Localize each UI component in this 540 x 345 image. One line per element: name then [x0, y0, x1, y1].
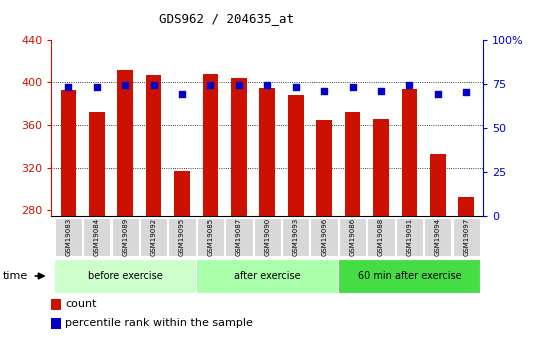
FancyBboxPatch shape	[55, 218, 82, 256]
FancyBboxPatch shape	[396, 218, 423, 256]
Text: after exercise: after exercise	[234, 271, 301, 281]
FancyBboxPatch shape	[254, 218, 281, 256]
Text: GSM19095: GSM19095	[179, 218, 185, 256]
FancyBboxPatch shape	[54, 259, 196, 293]
FancyBboxPatch shape	[112, 218, 139, 256]
Text: GSM19091: GSM19091	[407, 218, 413, 256]
Bar	[430, 154, 446, 216]
Text: GSM19085: GSM19085	[207, 218, 213, 256]
FancyBboxPatch shape	[424, 218, 451, 256]
Bar	[202, 74, 218, 216]
Text: GSM19094: GSM19094	[435, 218, 441, 256]
Bar	[288, 95, 303, 216]
FancyBboxPatch shape	[282, 218, 309, 256]
Bar	[60, 90, 76, 216]
Text: GSM19096: GSM19096	[321, 218, 327, 256]
Point	[92, 85, 101, 90]
FancyBboxPatch shape	[197, 218, 224, 256]
FancyBboxPatch shape	[339, 218, 366, 256]
Text: GSM19093: GSM19093	[293, 218, 299, 256]
Point	[292, 85, 300, 90]
Point	[320, 88, 328, 93]
Text: GSM19084: GSM19084	[94, 218, 100, 256]
Text: time: time	[3, 271, 28, 281]
FancyBboxPatch shape	[367, 218, 395, 256]
Bar	[51, 318, 61, 329]
Bar	[402, 89, 417, 216]
FancyBboxPatch shape	[168, 218, 195, 256]
Bar	[231, 78, 247, 216]
FancyBboxPatch shape	[310, 218, 338, 256]
Point	[149, 83, 158, 88]
Bar	[89, 112, 105, 216]
FancyBboxPatch shape	[83, 218, 110, 256]
Point	[121, 83, 130, 88]
Text: GSM19089: GSM19089	[122, 218, 128, 256]
Text: percentile rank within the sample: percentile rank within the sample	[65, 318, 253, 328]
Text: GSM19090: GSM19090	[264, 218, 271, 256]
Bar	[117, 70, 133, 216]
Point	[405, 83, 414, 88]
Text: GSM19097: GSM19097	[463, 218, 469, 256]
FancyBboxPatch shape	[140, 218, 167, 256]
Bar	[260, 88, 275, 216]
Point	[64, 85, 73, 90]
Point	[462, 90, 470, 95]
Point	[206, 83, 215, 88]
Point	[377, 88, 386, 93]
Text: before exercise: before exercise	[88, 271, 163, 281]
Bar	[458, 197, 474, 216]
Point	[234, 83, 243, 88]
Text: GDS962 / 204635_at: GDS962 / 204635_at	[159, 12, 294, 25]
Point	[348, 85, 357, 90]
Point	[178, 91, 186, 97]
Text: GSM19087: GSM19087	[236, 218, 242, 256]
FancyBboxPatch shape	[225, 218, 253, 256]
Point	[434, 91, 442, 97]
Text: 60 min after exercise: 60 min after exercise	[357, 271, 461, 281]
FancyBboxPatch shape	[196, 259, 339, 293]
Bar	[174, 171, 190, 216]
Text: count: count	[65, 299, 97, 309]
Bar	[373, 119, 389, 216]
Bar	[51, 299, 61, 310]
Text: GSM19086: GSM19086	[349, 218, 355, 256]
Text: GSM19092: GSM19092	[151, 218, 157, 256]
Point	[263, 83, 272, 88]
Bar	[316, 120, 332, 216]
FancyBboxPatch shape	[453, 218, 480, 256]
Text: GSM19088: GSM19088	[378, 218, 384, 256]
Bar	[146, 75, 161, 216]
Bar	[345, 112, 360, 216]
Text: GSM19083: GSM19083	[65, 218, 71, 256]
FancyBboxPatch shape	[339, 259, 481, 293]
